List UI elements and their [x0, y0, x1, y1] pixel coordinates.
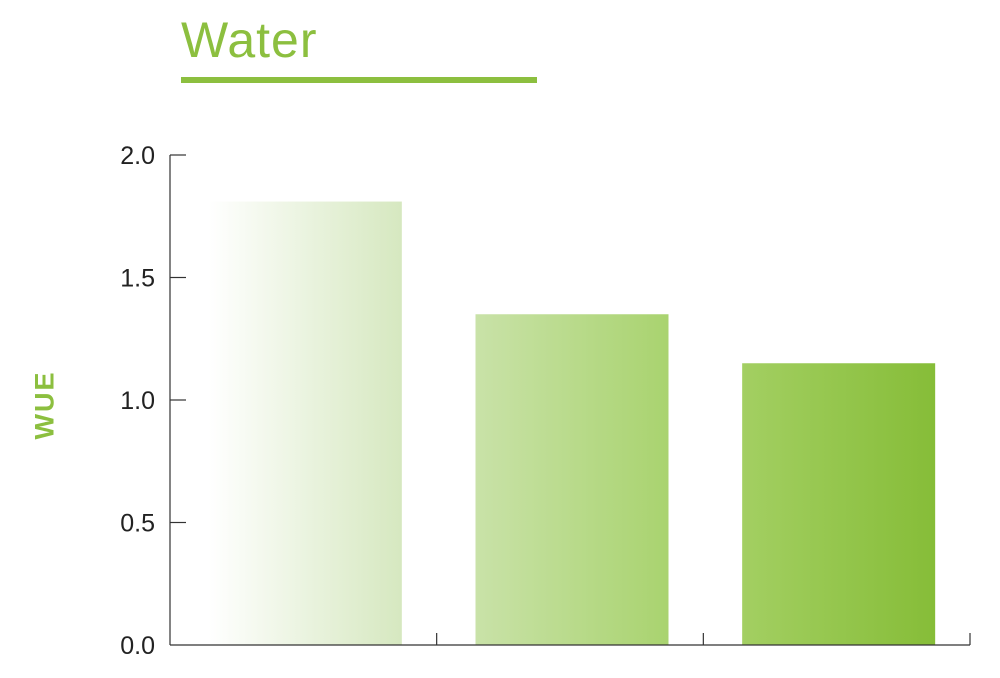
bar-2: [475, 314, 669, 645]
bar-1: [208, 201, 402, 646]
title-underline: [181, 77, 537, 83]
bars-layer: [208, 201, 936, 646]
y-tick-label: 0.0: [120, 632, 155, 660]
y-tick-label: 1.0: [120, 387, 155, 415]
y-tick-label: 0.5: [120, 510, 155, 538]
bar-3: [742, 363, 936, 645]
axes: 0.0 0.5 1.0 1.5 2.0: [120, 142, 971, 660]
chart-title: Water: [181, 12, 318, 68]
y-tick-label: 1.5: [120, 265, 155, 293]
y-tick-label: 2.0: [120, 142, 155, 170]
